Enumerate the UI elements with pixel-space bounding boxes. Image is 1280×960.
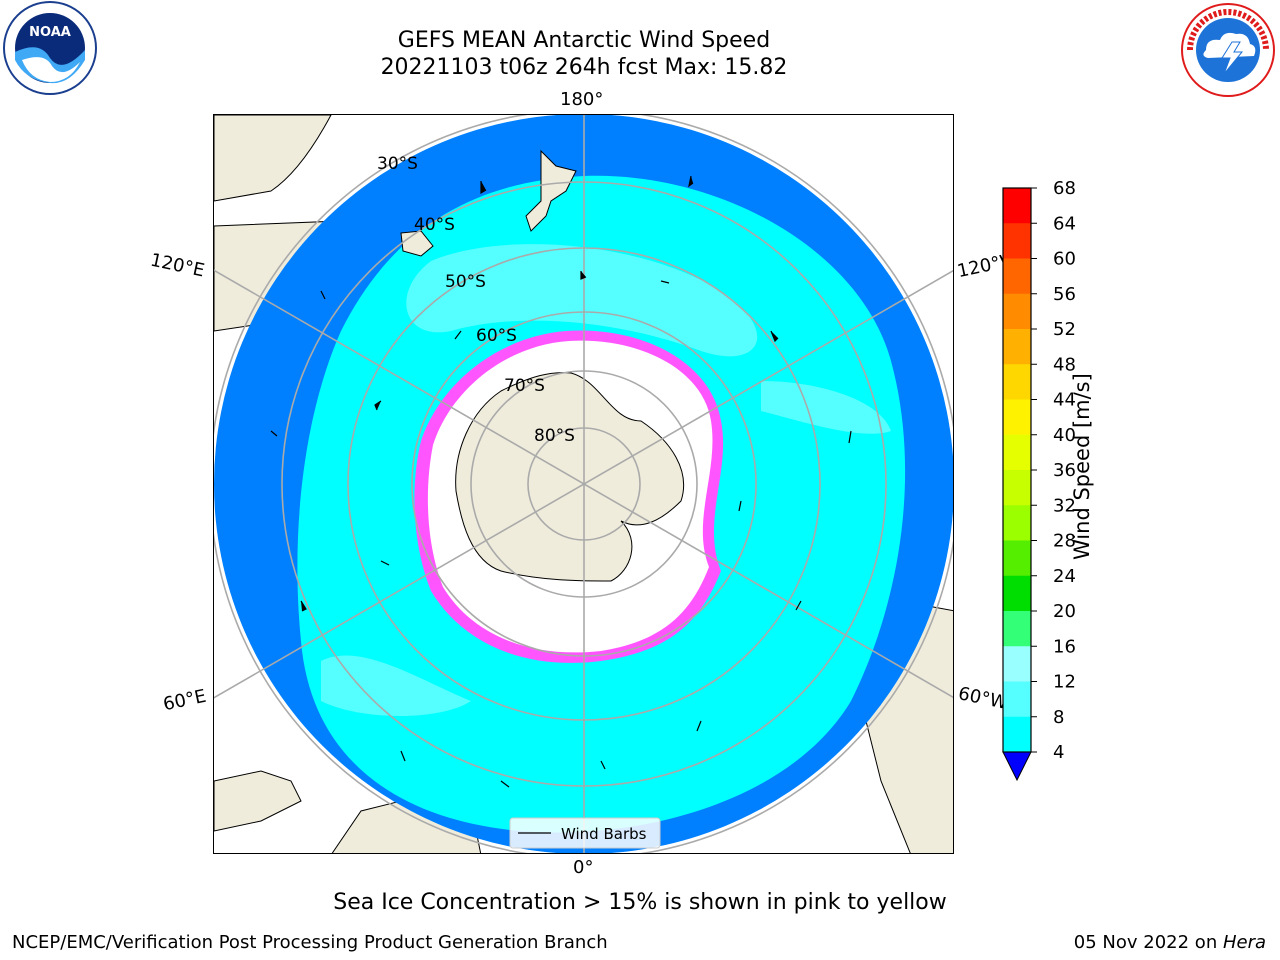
- legend-label: Wind Barbs: [561, 825, 647, 843]
- colorbar-tick-label: 28: [1053, 531, 1076, 552]
- colorbar-bin-60-64: [1003, 223, 1031, 259]
- colorbar-bin-52-56: [1003, 293, 1031, 330]
- colorbar-tick-label: 52: [1053, 319, 1076, 340]
- colorbar-bin-44-48: [1003, 364, 1031, 400]
- colorbar-bin-48-52: [1003, 329, 1031, 365]
- colorbar-tick-label: 56: [1053, 284, 1076, 305]
- wind-barbs: [270, 175, 852, 788]
- colorbar-tick-label: 36: [1053, 460, 1076, 481]
- colorbar-tick-label: 48: [1053, 354, 1076, 375]
- colorbar-bin-16-20: [1003, 611, 1031, 647]
- colorbar-tick-label: 40: [1053, 425, 1076, 446]
- colorbar-tick-label: 60: [1053, 249, 1076, 270]
- colorbar-extend-arrow: [1002, 751, 1032, 782]
- colorbar-bin-20-24: [1003, 575, 1031, 612]
- polar-map: 30°S 40°S 50°S 60°S 70°S 80°S Wind Barbs: [214, 115, 953, 853]
- colorbar-bin-4-8: [1003, 716, 1031, 753]
- colorbar-tick-label: 12: [1053, 672, 1076, 693]
- lat-label-70s: 70°S: [504, 376, 545, 396]
- colorbar-bin-36-40: [1003, 434, 1031, 471]
- colorbar-tick-label: 24: [1053, 566, 1076, 587]
- colorbar-tick-label: 20: [1053, 601, 1076, 622]
- lon-label-180: 180°: [560, 89, 604, 110]
- colorbar-tick-label: 44: [1053, 390, 1076, 411]
- lat-label-40s: 40°S: [414, 215, 455, 235]
- lon-label-120e: 120°E: [148, 249, 207, 282]
- colorbar-bin-28-32: [1003, 505, 1031, 541]
- new-zealand-landmass: [525, 149, 577, 232]
- chart-title: GEFS MEAN Antarctic Wind Speed: [397, 28, 771, 53]
- antarctica-landmass: [455, 372, 685, 582]
- colorbar-bin-8-12: [1003, 681, 1031, 718]
- footer-left: NCEP/EMC/Verification Post Processing Pr…: [12, 932, 608, 953]
- lat-label-50s: 50°S: [445, 272, 486, 292]
- colorbar-tick-label: 4: [1053, 742, 1064, 763]
- chart-subtitle: 20221103 t06z 264h fcst Max: 15.82: [380, 55, 788, 80]
- wind-barbs-legend: Wind Barbs: [509, 817, 661, 849]
- colorbar-bin-24-28: [1003, 540, 1031, 577]
- colorbar-tick-label: 16: [1053, 636, 1076, 657]
- colorbar-bin-64-68: [1003, 188, 1031, 224]
- colorbar-bin-56-60: [1003, 258, 1031, 295]
- sea-ice-note: Sea Ice Concentration > 15% is shown in …: [333, 890, 947, 915]
- lat-label-80s: 80°S: [534, 426, 575, 446]
- colorbar-tick-label: 64: [1053, 213, 1076, 234]
- colorbar-bin-40-44: [1003, 399, 1031, 436]
- noaa-logo: NOAA: [3, 1, 97, 95]
- lon-label-0: 0°: [573, 857, 594, 878]
- lon-label-60e: 60°E: [161, 685, 208, 716]
- lat-label-30s: 30°S: [377, 154, 418, 174]
- lat-label-60s: 60°S: [476, 326, 517, 346]
- colorbar-tick-label: 32: [1053, 495, 1076, 516]
- colorbar: 68 64 60 56 52 48 44 40 36 32 28 24 20 16 12 8 4: [1002, 180, 1076, 782]
- map-frame: 30°S 40°S 50°S 60°S 70°S 80°S Wind Barbs: [213, 114, 954, 854]
- noaa-logo-text: NOAA: [29, 25, 71, 40]
- footer-right: 05 Nov 2022 on Hera: [1074, 932, 1266, 953]
- footer-date: 05 Nov 2022 on: [1073, 932, 1223, 953]
- colorbar-label: Wind Speed [m/s]: [1070, 373, 1094, 560]
- colorbar-bin-12-16: [1003, 646, 1031, 682]
- colorbar-tick-label: 8: [1053, 707, 1064, 728]
- graticule: [214, 115, 953, 853]
- footer-host: Hera: [1222, 932, 1266, 953]
- colorbar-tick-label: 68: [1053, 180, 1076, 199]
- nws-logo: [1181, 3, 1275, 97]
- colorbar-bin-32-36: [1003, 470, 1031, 506]
